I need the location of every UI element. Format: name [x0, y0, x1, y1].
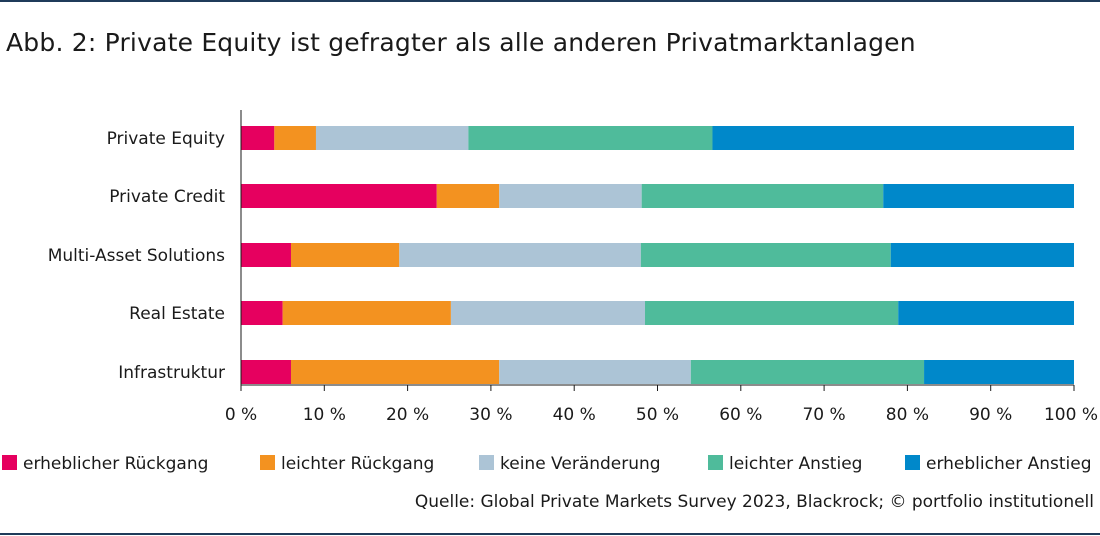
x-tick-label: 20 %: [386, 405, 429, 425]
top-rule: [0, 0, 1100, 2]
bottom-rule: [0, 533, 1100, 535]
bar-segment: [436, 184, 500, 208]
bar-segment: [241, 184, 437, 208]
bar-segment: [315, 126, 469, 150]
bar-segment: [499, 184, 642, 208]
category-label: Multi-Asset Solutions: [48, 246, 225, 266]
x-tick-label: 10 %: [303, 405, 346, 425]
bar-segment: [290, 360, 500, 384]
bar-segment: [641, 184, 884, 208]
legend-swatch: [479, 455, 494, 470]
category-label: Real Estate: [129, 304, 225, 324]
bar-segment: [282, 301, 451, 325]
category-label: Private Credit: [109, 187, 225, 207]
chart-title: Abb. 2: Private Equity ist gefragter als…: [6, 28, 916, 57]
legend-label: leichter Rückgang: [281, 454, 434, 474]
legend-swatch: [708, 455, 723, 470]
bar-segment: [468, 126, 713, 150]
legend-label: erheblicher Rückgang: [23, 454, 208, 474]
x-tick-label: 100 %: [1044, 405, 1098, 425]
x-tick-label: 80 %: [886, 405, 929, 425]
bar-segment: [241, 301, 283, 325]
bar-segment: [883, 184, 1074, 208]
bar-segment: [898, 301, 1074, 325]
legend-swatch: [2, 455, 17, 470]
x-tick-label: 0 %: [225, 405, 257, 425]
bar-segment: [450, 301, 646, 325]
bar-segment: [640, 243, 891, 267]
bar-segment: [241, 243, 291, 267]
category-label: Infrastruktur: [118, 363, 225, 383]
x-tick-label: 70 %: [802, 405, 845, 425]
bar-segment: [399, 243, 641, 267]
bar-segment: [241, 126, 275, 150]
bar-segment: [690, 360, 925, 384]
x-tick-label: 90 %: [969, 405, 1012, 425]
bar-segment: [241, 360, 291, 384]
legend-label: leichter Anstieg: [729, 454, 862, 474]
bar-segment: [274, 126, 316, 150]
legend-swatch: [905, 455, 920, 470]
x-tick-label: 50 %: [636, 405, 679, 425]
legend-swatch: [260, 455, 275, 470]
bar-segment: [924, 360, 1074, 384]
bar-segment: [645, 301, 899, 325]
bar-segment: [712, 126, 1074, 150]
x-tick-label: 30 %: [469, 405, 512, 425]
legend-label: erheblicher Anstieg: [926, 454, 1092, 474]
category-label: Private Equity: [107, 129, 225, 149]
x-tick-label: 60 %: [719, 405, 762, 425]
bar-segment: [499, 360, 691, 384]
x-tick-label: 40 %: [553, 405, 596, 425]
source-note: Quelle: Global Private Markets Survey 20…: [414, 492, 1094, 512]
bar-segment: [290, 243, 400, 267]
legend-label: keine Veränderung: [500, 454, 661, 474]
bar-segment: [890, 243, 1074, 267]
